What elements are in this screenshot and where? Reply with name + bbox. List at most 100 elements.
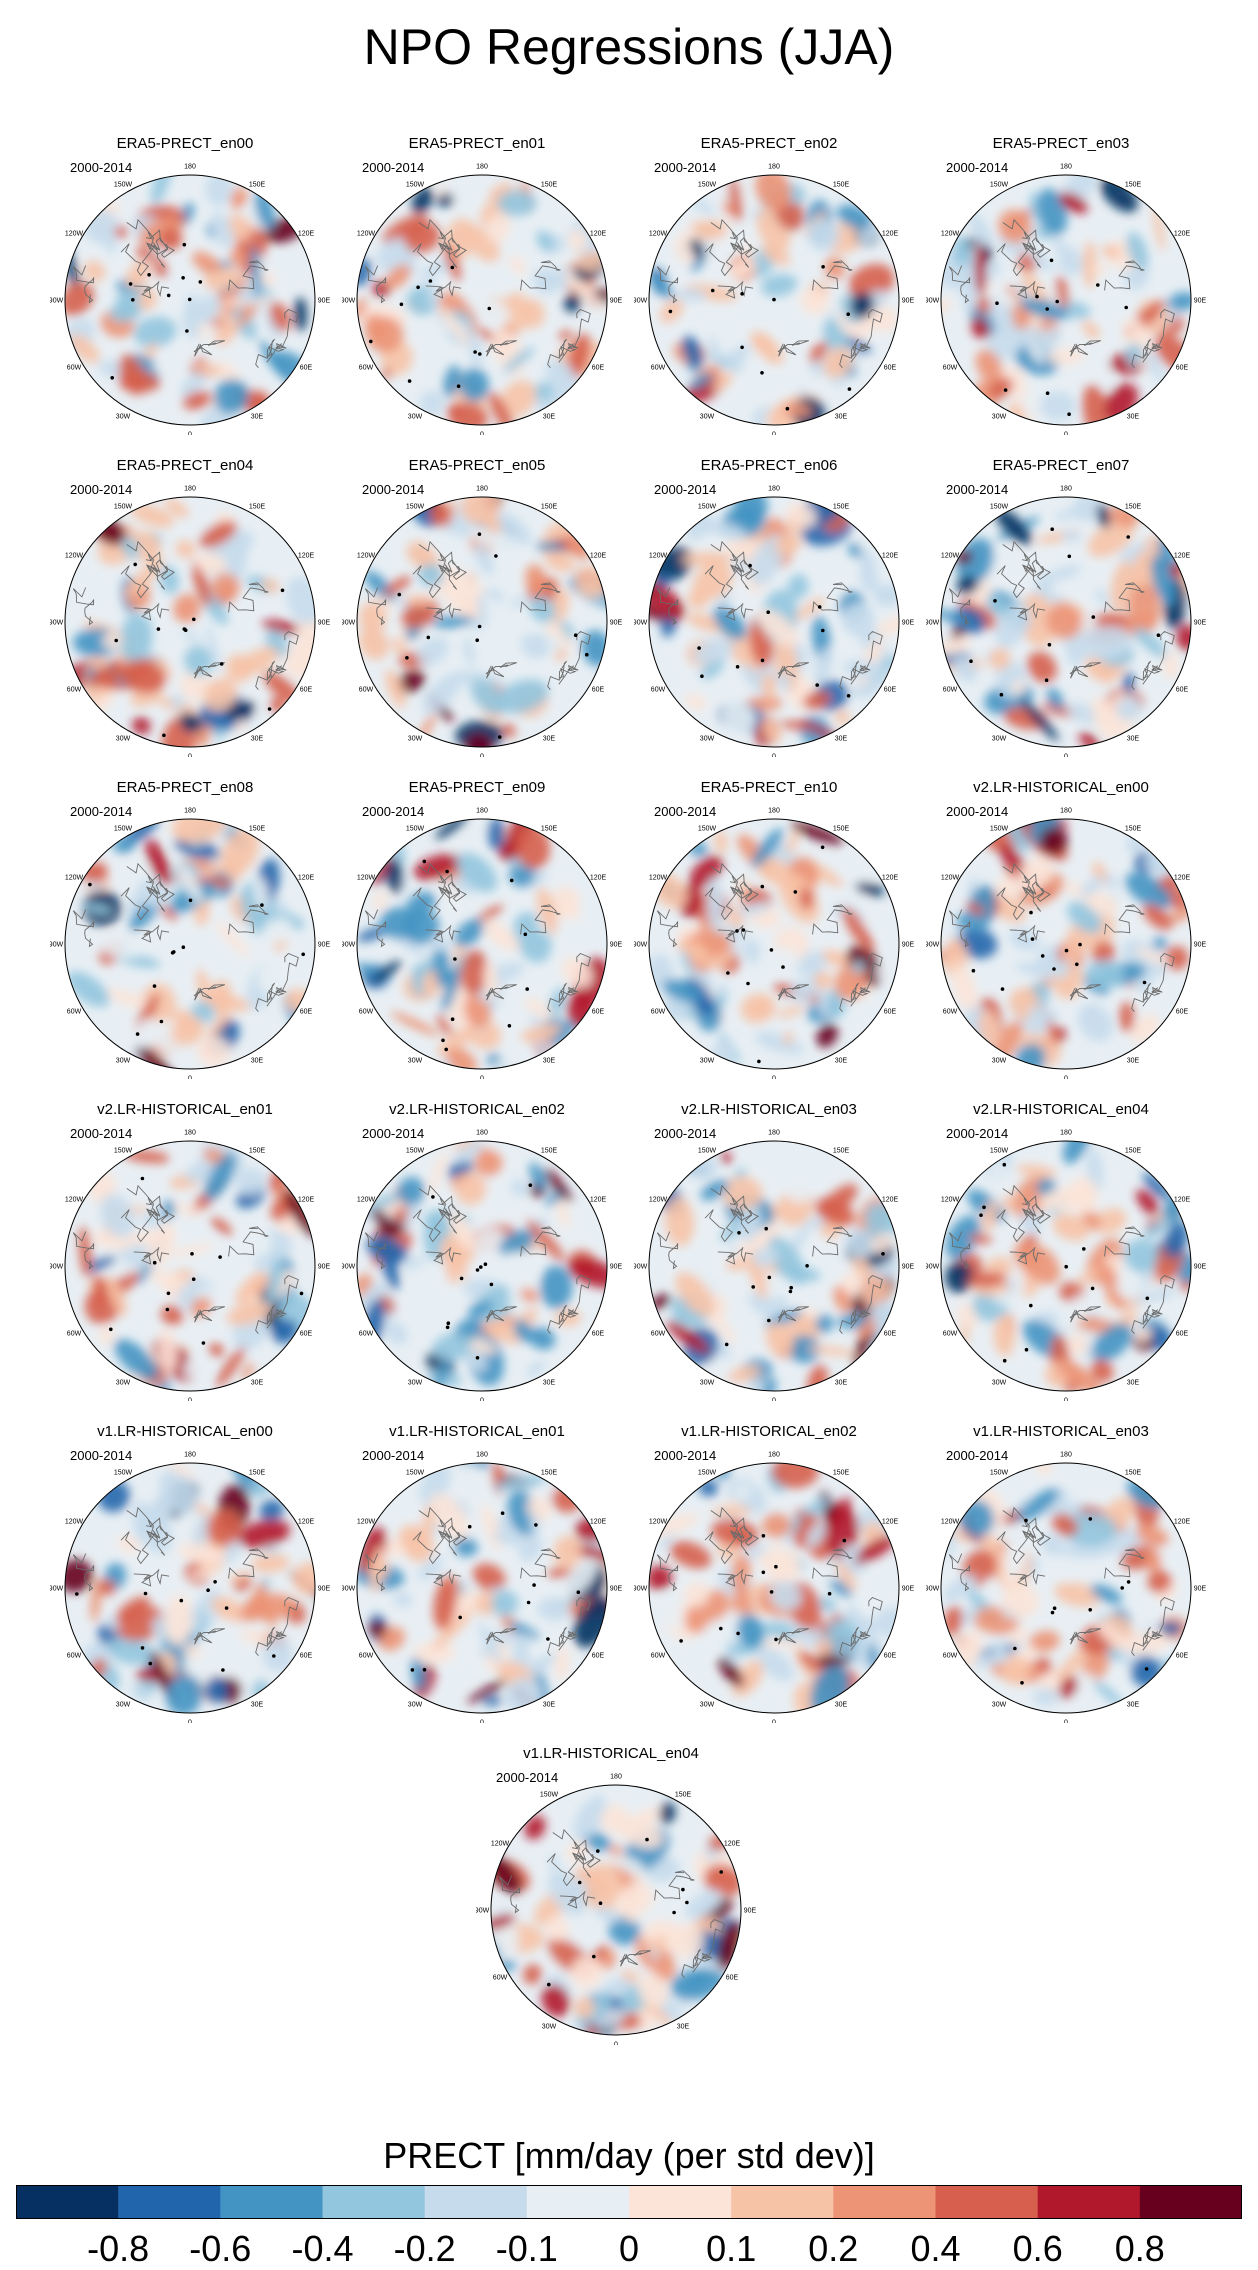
precip-anomaly (983, 980, 1002, 995)
precip-anomaly (1046, 687, 1064, 710)
coastline (412, 1525, 447, 1565)
significance-dot (405, 656, 409, 660)
significance-dot (1142, 980, 1147, 985)
coastline (572, 1847, 595, 1878)
coastline (777, 340, 809, 357)
precip-anomaly (529, 1327, 556, 1350)
precip-anomaly (432, 1609, 473, 1650)
coastline (1104, 904, 1145, 935)
coastline (710, 1184, 759, 1224)
longitude-label: 30W (700, 1058, 715, 1065)
panel-title: v1.LR-HISTORICAL_en00 (97, 1423, 273, 1440)
longitude-label: 0 (188, 1076, 192, 1080)
significance-dot (596, 1849, 600, 1853)
precip-anomaly (441, 966, 460, 1013)
colorbar-tick-label: -0.8 (87, 2228, 150, 2269)
precip-anomaly (1115, 1273, 1142, 1300)
longitude-label: 30E (251, 1380, 264, 1387)
precip-anomaly (210, 211, 233, 249)
precip-anomaly (195, 362, 222, 376)
polar-map: 180 150E 120E 90E 60E 30E 0 30W 60W 90W 120W 150W (342, 808, 623, 1080)
precip-anomaly (119, 659, 167, 694)
map-background (491, 1785, 741, 2035)
significance-dot (577, 1880, 582, 1885)
longitude-label: 30E (1127, 414, 1140, 421)
precip-anomaly (1092, 941, 1115, 965)
colorbar-segment (1037, 2185, 1141, 2219)
coastline (255, 982, 285, 1012)
precip-anomaly (974, 244, 986, 297)
precip-anomaly (1162, 651, 1179, 680)
coastline (266, 1596, 299, 1651)
significance-dot (817, 605, 822, 609)
precip-anomaly (1142, 1172, 1171, 1201)
precip-anomaly (447, 1210, 476, 1251)
precip-anomaly (426, 319, 448, 341)
precip-anomaly (211, 979, 232, 1016)
precip-anomaly (189, 1568, 219, 1580)
precip-anomaly (105, 988, 154, 1010)
precip-anomaly (230, 186, 248, 210)
coastline (1069, 662, 1101, 679)
precip-anomaly (573, 1996, 595, 2019)
significance-dot (140, 1646, 145, 1650)
coastline (146, 881, 169, 912)
coastline (654, 1870, 695, 1901)
coastline (704, 881, 739, 921)
panel-period: 2000-2014 (70, 1448, 133, 1463)
precip-anomaly (545, 622, 561, 637)
precip-anomaly (1144, 348, 1165, 383)
longitude-label: 90W (634, 942, 648, 949)
precip-anomaly (968, 213, 993, 247)
coastline (559, 1891, 596, 1909)
significance-dot (735, 665, 740, 669)
precip-anomaly (294, 297, 308, 332)
coastline (418, 862, 467, 902)
precip-anomaly (823, 347, 854, 378)
precip-anomaly (510, 1179, 529, 1197)
precip-anomaly (700, 657, 725, 680)
precip-anomaly (488, 182, 513, 200)
precip-anomaly (691, 198, 715, 215)
precip-anomaly (157, 1480, 173, 1533)
precip-anomaly (704, 1864, 741, 1897)
precip-anomaly (807, 1345, 857, 1356)
coastline (730, 881, 753, 912)
precip-anomaly (1142, 904, 1173, 930)
precip-anomaly (529, 595, 556, 623)
precip-anomaly (564, 292, 582, 313)
longitude-label: 120E (1174, 553, 1191, 560)
precip-anomaly (132, 717, 151, 735)
precip-anomaly (382, 575, 412, 597)
panel-title: v2.LR-HISTORICAL_en00 (973, 779, 1149, 796)
coastline (418, 1184, 467, 1224)
longitude-label: 60E (1176, 687, 1189, 694)
longitude-label: 60W (359, 1653, 374, 1660)
colorbar-segment (833, 2185, 936, 2219)
precip-anomaly (1012, 679, 1025, 695)
precip-anomaly (955, 263, 971, 278)
precip-anomaly (387, 858, 403, 894)
longitude-label: 0 (1064, 754, 1068, 758)
longitude-label: 90E (902, 298, 915, 305)
longitude-label: 0 (480, 754, 484, 758)
precip-anomaly (132, 1017, 159, 1049)
precip-anomaly (1040, 325, 1061, 355)
precip-anomaly (164, 1594, 193, 1647)
colorbar-segment (1139, 2185, 1242, 2219)
precip-anomaly (372, 892, 388, 910)
coastline (412, 881, 447, 921)
precip-anomaly (824, 1619, 860, 1658)
precip-anomaly (183, 645, 213, 677)
longitude-label: 120W (65, 1197, 84, 1204)
precip-anomaly (1127, 579, 1161, 631)
precip-anomaly (754, 1031, 805, 1055)
coastline (558, 1596, 591, 1651)
precip-anomaly (84, 1256, 117, 1273)
precip-anomaly (437, 175, 476, 205)
precip-anomaly (649, 273, 675, 299)
precip-anomaly (648, 1948, 660, 1960)
precip-anomaly (689, 855, 723, 889)
coastline (364, 909, 387, 948)
precip-anomaly (790, 979, 815, 1003)
